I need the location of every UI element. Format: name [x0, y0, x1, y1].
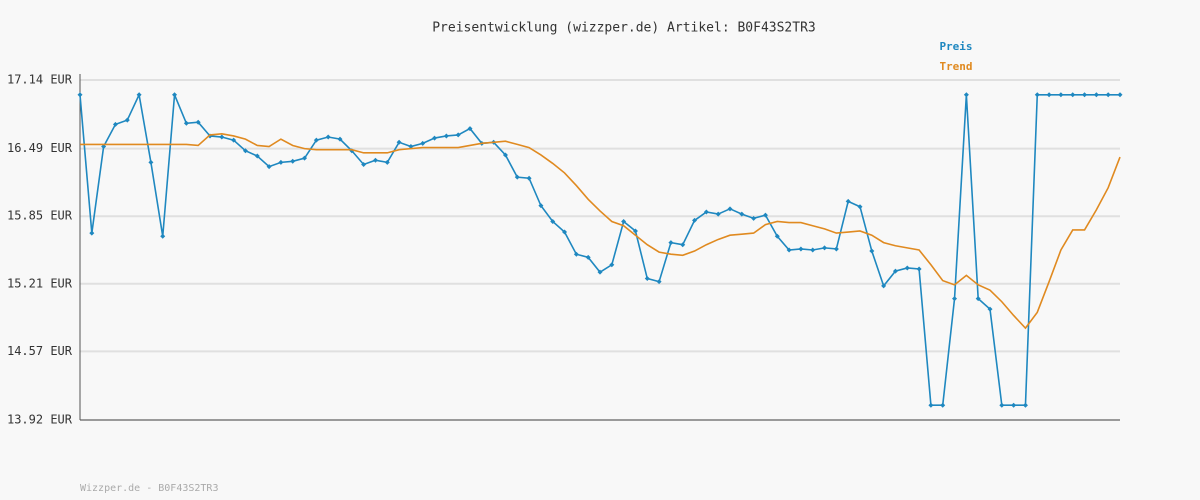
point: [266, 164, 272, 170]
legend-label: Trend: [939, 60, 972, 73]
y-tick-label: 16.49 EUR: [7, 141, 73, 155]
point: [1022, 402, 1028, 408]
point: [254, 153, 260, 159]
point: [136, 92, 142, 98]
point: [585, 254, 591, 260]
point: [1105, 92, 1111, 98]
point: [739, 211, 745, 217]
point: [148, 159, 154, 165]
point: [124, 117, 130, 123]
point: [632, 228, 638, 234]
point: [810, 247, 816, 253]
point: [443, 133, 449, 139]
y-tick-label: 14.57 EUR: [7, 344, 73, 358]
point: [302, 155, 308, 161]
point: [1070, 92, 1076, 98]
point: [644, 276, 650, 282]
point: [313, 137, 319, 143]
point: [172, 92, 178, 98]
point: [680, 242, 686, 248]
point: [455, 132, 461, 138]
y-tick-label: 17.14 EUR: [7, 73, 73, 87]
point: [420, 140, 426, 146]
point: [609, 262, 615, 268]
point: [160, 233, 166, 239]
point: [987, 306, 993, 312]
point: [526, 175, 532, 181]
point: [514, 174, 520, 180]
point: [798, 246, 804, 252]
point: [550, 218, 556, 224]
point: [396, 139, 402, 145]
point: [195, 119, 201, 125]
point: [857, 204, 863, 210]
point: [952, 296, 958, 302]
point: [774, 233, 780, 239]
y-tick-label: 15.85 EUR: [7, 209, 73, 223]
point: [668, 240, 674, 246]
point: [242, 148, 248, 154]
point: [325, 134, 331, 140]
point: [822, 245, 828, 251]
point: [692, 217, 698, 223]
point: [562, 229, 568, 235]
point: [183, 120, 189, 126]
point: [751, 215, 757, 221]
point: [290, 158, 296, 164]
legend-label: Preis: [939, 40, 972, 53]
point: [727, 206, 733, 212]
point: [467, 126, 473, 132]
point: [904, 265, 910, 271]
chart-title: Preisentwicklung (wizzper.de) Artikel: B…: [432, 21, 816, 36]
point: [715, 211, 721, 217]
point: [621, 218, 627, 224]
point: [337, 136, 343, 142]
point: [361, 161, 367, 167]
point: [231, 137, 237, 143]
point: [786, 247, 792, 253]
point: [1046, 92, 1052, 98]
point: [963, 92, 969, 98]
point: [112, 121, 118, 127]
point: [892, 268, 898, 274]
point: [975, 296, 981, 302]
point: [928, 402, 934, 408]
point: [916, 266, 922, 272]
point: [573, 251, 579, 257]
point: [1093, 92, 1099, 98]
point: [845, 198, 851, 204]
point: [77, 92, 83, 98]
point: [656, 279, 662, 285]
point: [538, 203, 544, 209]
point: [372, 157, 378, 163]
point: [1058, 92, 1064, 98]
point: [597, 269, 603, 275]
series-line: [80, 133, 1121, 330]
point: [1011, 402, 1017, 408]
point: [384, 159, 390, 165]
point: [999, 402, 1005, 408]
footer: Wizzper.de - B0F43S2TR3: [80, 483, 218, 494]
point: [762, 212, 768, 218]
point: [881, 283, 887, 289]
point: [101, 144, 107, 150]
point: [219, 134, 225, 140]
point: [1082, 92, 1088, 98]
point: [1117, 92, 1123, 98]
point: [89, 230, 95, 236]
point: [502, 152, 508, 158]
point: [278, 159, 284, 165]
point: [869, 248, 875, 254]
point: [940, 402, 946, 408]
point: [432, 135, 438, 141]
y-tick-label: 13.92 EUR: [7, 413, 73, 427]
point: [833, 246, 839, 252]
point: [703, 209, 709, 215]
y-tick-label: 15.21 EUR: [7, 276, 73, 290]
series-line: [79, 92, 1120, 407]
point: [1034, 92, 1040, 98]
